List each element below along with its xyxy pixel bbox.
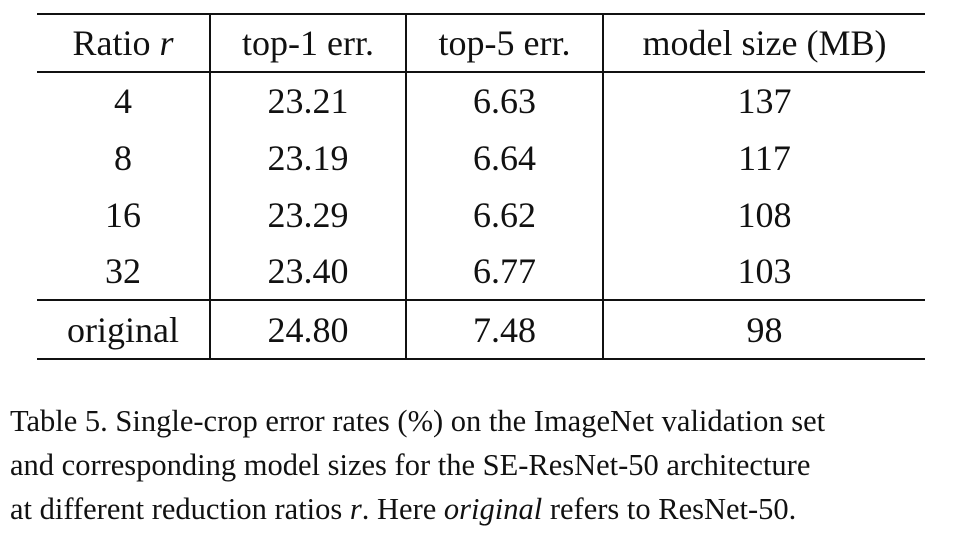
- cell-top1: 23.21: [210, 72, 407, 129]
- cell-size: 98: [603, 299, 925, 360]
- caption-text: refers to ResNet-50.: [542, 492, 797, 526]
- cell-top5: 6.64: [406, 129, 604, 186]
- cell-size: 137: [737, 81, 792, 121]
- caption-variable: r: [349, 492, 362, 526]
- cell-top5: 6.62: [406, 186, 604, 243]
- header-top1: top-1 err.: [210, 14, 407, 72]
- cell-size: 117: [738, 137, 791, 178]
- table-row: 8 23.19 6.64 117: [37, 129, 925, 186]
- table-caption: Table 5. Single-crop error rates (%) on …: [10, 399, 955, 531]
- cell-ratio: 8: [37, 129, 211, 186]
- cell-top5: 6.77: [406, 243, 604, 300]
- cell-top1: 23.40: [210, 243, 407, 300]
- cell-ratio: original: [37, 299, 211, 360]
- cell-size: 103: [737, 251, 792, 291]
- cell-top5: 6.63: [406, 72, 604, 129]
- cell-ratio: 32: [37, 243, 211, 300]
- caption-text: at different reduction ratios: [10, 492, 350, 526]
- header-ratio-variable: r: [159, 23, 174, 63]
- results-table: Ratio r top-1 err. top-5 err. model size…: [37, 13, 925, 360]
- caption-line: Table 5. Single-crop error rates (%) on …: [10, 404, 826, 438]
- table-row: 4 23.21 6.63 137: [37, 72, 925, 129]
- cell-top1: 24.80: [210, 299, 407, 360]
- cell-size: 108: [737, 194, 792, 235]
- caption-line: at different reduction ratios r. Here or…: [10, 487, 955, 531]
- cell-ratio: 16: [37, 186, 211, 243]
- caption-line: and corresponding model sizes for the SE…: [10, 448, 811, 482]
- cell-top1: 23.19: [210, 129, 407, 186]
- table-header-row: Ratio r top-1 err. top-5 err. model size…: [37, 14, 925, 72]
- caption-emphasis: original: [443, 492, 543, 526]
- caption-text: . Here: [361, 492, 444, 526]
- table-row: 16 23.29 6.62 108: [37, 186, 925, 243]
- cell-top5: 7.48: [406, 299, 604, 360]
- cell-ratio: 4: [37, 72, 211, 129]
- header-ratio-label: Ratio: [72, 23, 151, 63]
- header-ratio: Ratio r: [37, 14, 211, 72]
- header-top5: top-5 err.: [406, 14, 604, 72]
- cell-top1: 23.29: [210, 186, 407, 243]
- table-row-original: original 24.80 7.48 98: [37, 299, 925, 360]
- results-table-container: Ratio r top-1 err. top-5 err. model size…: [37, 13, 925, 360]
- table-row: 32 23.40 6.77 103: [37, 243, 925, 300]
- header-model-size: model size (MB): [642, 23, 887, 63]
